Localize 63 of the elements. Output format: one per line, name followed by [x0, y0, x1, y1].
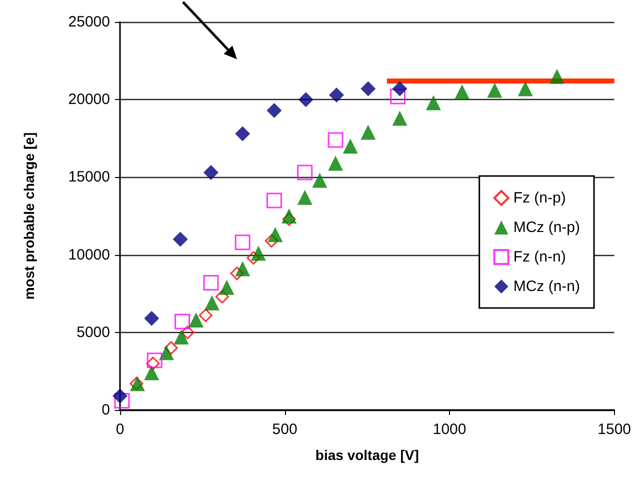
point [549, 68, 564, 84]
point [144, 310, 160, 326]
point [198, 308, 212, 322]
point [219, 280, 234, 295]
y-tick-label: 20000 [68, 91, 110, 108]
point [487, 82, 502, 98]
point [146, 356, 160, 370]
y-tick-label: 15000 [68, 168, 110, 186]
point [164, 341, 178, 355]
legend-label: MCz (n-p) [513, 219, 580, 236]
point [390, 88, 406, 104]
point [188, 312, 204, 328]
point [518, 81, 533, 96]
point [329, 87, 344, 102]
x-tick-label: 1000 [432, 421, 466, 438]
point [328, 132, 344, 148]
y-tick-label: 5000 [76, 324, 110, 341]
point [246, 251, 260, 265]
point [203, 274, 219, 290]
legend-label: Fz (n-n) [513, 248, 566, 266]
point [146, 352, 162, 368]
legend-label: MCz (n-n) [513, 278, 580, 295]
point [215, 290, 229, 304]
point [454, 84, 470, 100]
x-tick-label: 1500 [598, 421, 632, 438]
point [204, 295, 220, 310]
legend-label: Fz (n-p) [513, 190, 566, 206]
point [234, 234, 250, 250]
point [144, 365, 160, 380]
point [264, 234, 278, 248]
point [297, 164, 313, 180]
x-axis-title: bias voltage [V] [315, 447, 419, 463]
x-tick-label: 0 [116, 421, 124, 438]
point [203, 165, 218, 180]
point [114, 392, 130, 408]
point [172, 232, 188, 247]
point [298, 92, 314, 108]
point [342, 138, 358, 154]
point [112, 388, 128, 404]
point [392, 81, 408, 96]
point [426, 95, 441, 110]
point [328, 156, 344, 171]
point [360, 124, 376, 140]
y-tick-label: 0 [102, 402, 110, 418]
y-axis-title: most probable charge [e] [21, 132, 37, 300]
point [282, 208, 297, 224]
y-tick-label: 25000 [68, 14, 110, 30]
point [360, 81, 376, 96]
point [174, 330, 189, 345]
point [250, 246, 266, 261]
point [180, 326, 194, 340]
point [268, 227, 283, 242]
point [174, 314, 190, 330]
y-tick-label: 10000 [68, 246, 110, 264]
point [266, 192, 282, 208]
point [392, 110, 408, 126]
point [266, 102, 282, 118]
point [235, 261, 250, 276]
point [235, 126, 250, 142]
point [312, 172, 328, 188]
x-tick-label: 500 [272, 421, 298, 438]
point [297, 190, 312, 205]
point [158, 345, 174, 360]
